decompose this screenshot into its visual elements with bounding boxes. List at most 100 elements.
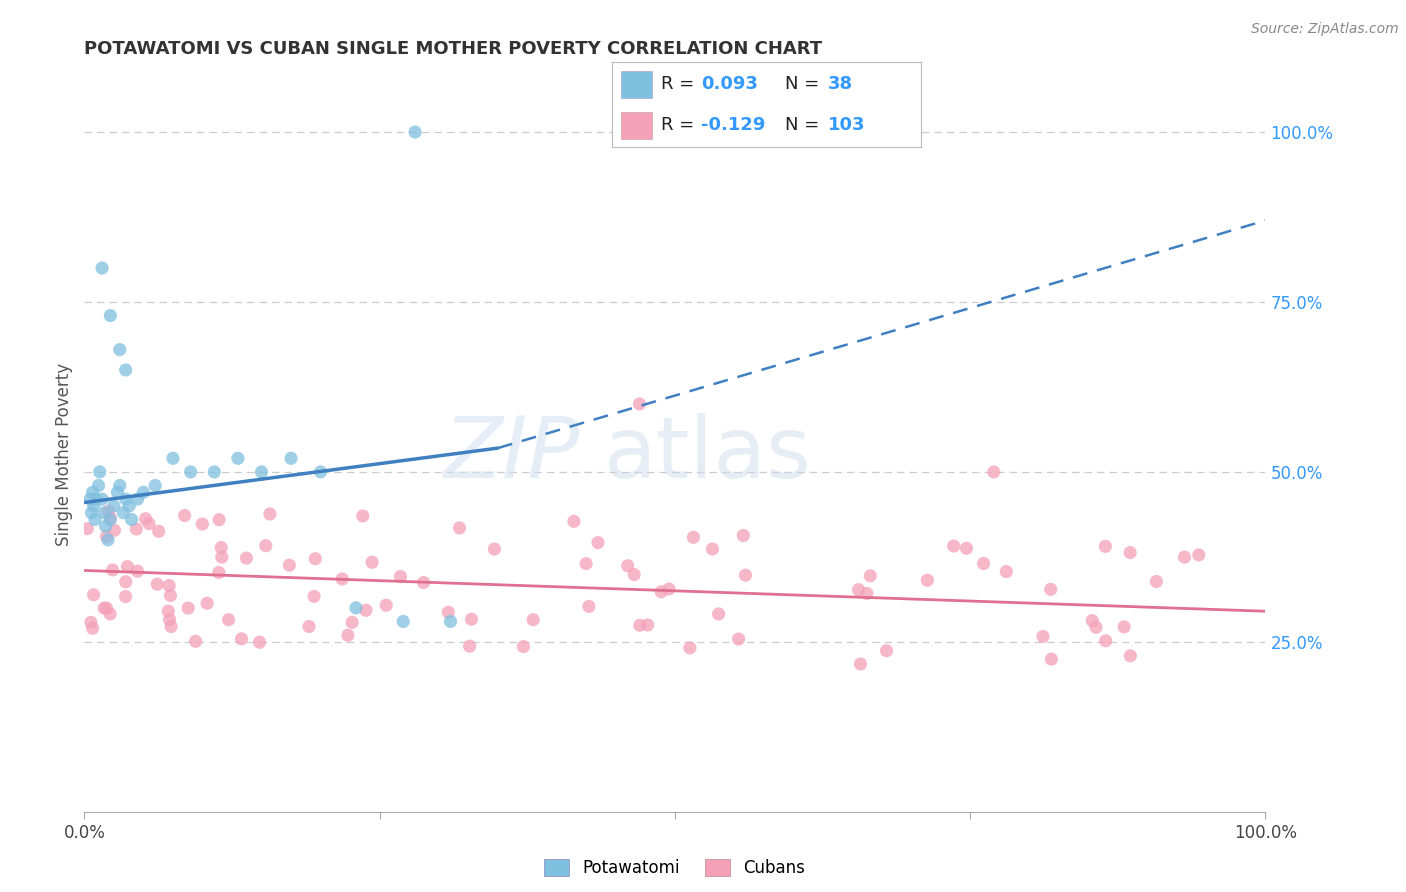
Point (702, 541, 724, 556)
Point (1174, 550, 1197, 565)
Point (973, 557, 995, 571)
Point (354, 603, 377, 617)
Point (856, 586, 879, 600)
Point (254, 539, 277, 553)
Point (658, 582, 681, 596)
Text: N =: N = (785, 76, 825, 94)
Point (138, 516, 160, 531)
Point (404, 125, 426, 139)
Point (209, 541, 232, 555)
Point (76, 522, 98, 536)
Point (249, 635, 271, 649)
Point (1032, 630, 1054, 644)
Point (84, 492, 107, 507)
Text: ZIP: ZIP (444, 413, 581, 497)
Point (859, 569, 882, 583)
Point (218, 613, 240, 627)
Point (848, 582, 870, 597)
Text: R =: R = (661, 116, 700, 134)
Point (84, 512, 107, 526)
Point (107, 485, 129, 500)
Point (1144, 574, 1167, 589)
Point (103, 499, 125, 513)
Point (112, 506, 135, 520)
Point (157, 604, 180, 618)
Point (917, 574, 939, 588)
Point (80, 506, 103, 520)
Point (159, 612, 181, 626)
Point (707, 607, 730, 621)
Point (512, 640, 534, 654)
Text: 103: 103 (828, 116, 866, 134)
Point (208, 513, 231, 527)
Legend: Potawatomi, Cubans: Potawatomi, Cubans (536, 851, 814, 886)
Point (98, 607, 121, 621)
Point (146, 577, 169, 591)
Point (616, 558, 638, 573)
Point (637, 618, 659, 632)
Point (98, 309, 121, 323)
Point (125, 522, 148, 536)
Point (304, 551, 326, 566)
Point (226, 451, 249, 466)
Point (82, 621, 104, 635)
Point (83, 588, 105, 602)
Point (392, 615, 415, 629)
Point (87, 478, 110, 492)
Point (586, 535, 609, 549)
Point (330, 572, 353, 586)
Point (734, 568, 756, 582)
Point (135, 512, 157, 526)
Point (302, 590, 325, 604)
Point (522, 613, 544, 627)
Point (117, 559, 139, 574)
Text: 0.093: 0.093 (702, 76, 758, 94)
Point (114, 574, 136, 589)
Point (876, 643, 898, 657)
Point (1119, 545, 1142, 559)
Point (298, 619, 321, 633)
Text: R =: R = (661, 76, 700, 94)
Point (173, 508, 195, 523)
Point (458, 639, 481, 653)
Point (250, 465, 273, 479)
Point (132, 485, 155, 500)
Point (96, 601, 118, 615)
Point (114, 590, 136, 604)
Point (177, 601, 200, 615)
Point (97, 504, 120, 518)
Point (83, 499, 105, 513)
Point (1081, 614, 1104, 628)
Point (278, 558, 301, 573)
Point (375, 599, 398, 613)
Point (108, 478, 131, 492)
Point (340, 615, 363, 630)
Point (94, 519, 117, 533)
Text: N =: N = (785, 116, 825, 134)
Point (80, 615, 103, 630)
Point (562, 514, 585, 528)
Point (955, 541, 977, 556)
Point (118, 499, 141, 513)
Point (439, 615, 461, 629)
Point (650, 584, 672, 599)
Point (983, 465, 1005, 479)
Point (202, 465, 225, 479)
Point (344, 600, 367, 615)
Point (89, 465, 111, 479)
Point (623, 567, 645, 582)
Point (127, 492, 149, 507)
Point (437, 605, 460, 619)
Point (1114, 620, 1136, 634)
Point (361, 555, 384, 569)
Point (449, 521, 471, 535)
Point (98, 512, 121, 526)
Point (159, 589, 181, 603)
Point (1188, 548, 1211, 562)
Text: -0.129: -0.129 (702, 116, 766, 134)
Point (91, 260, 114, 275)
Point (575, 557, 598, 571)
Point (211, 550, 233, 565)
Point (280, 451, 302, 466)
Point (1085, 620, 1108, 634)
